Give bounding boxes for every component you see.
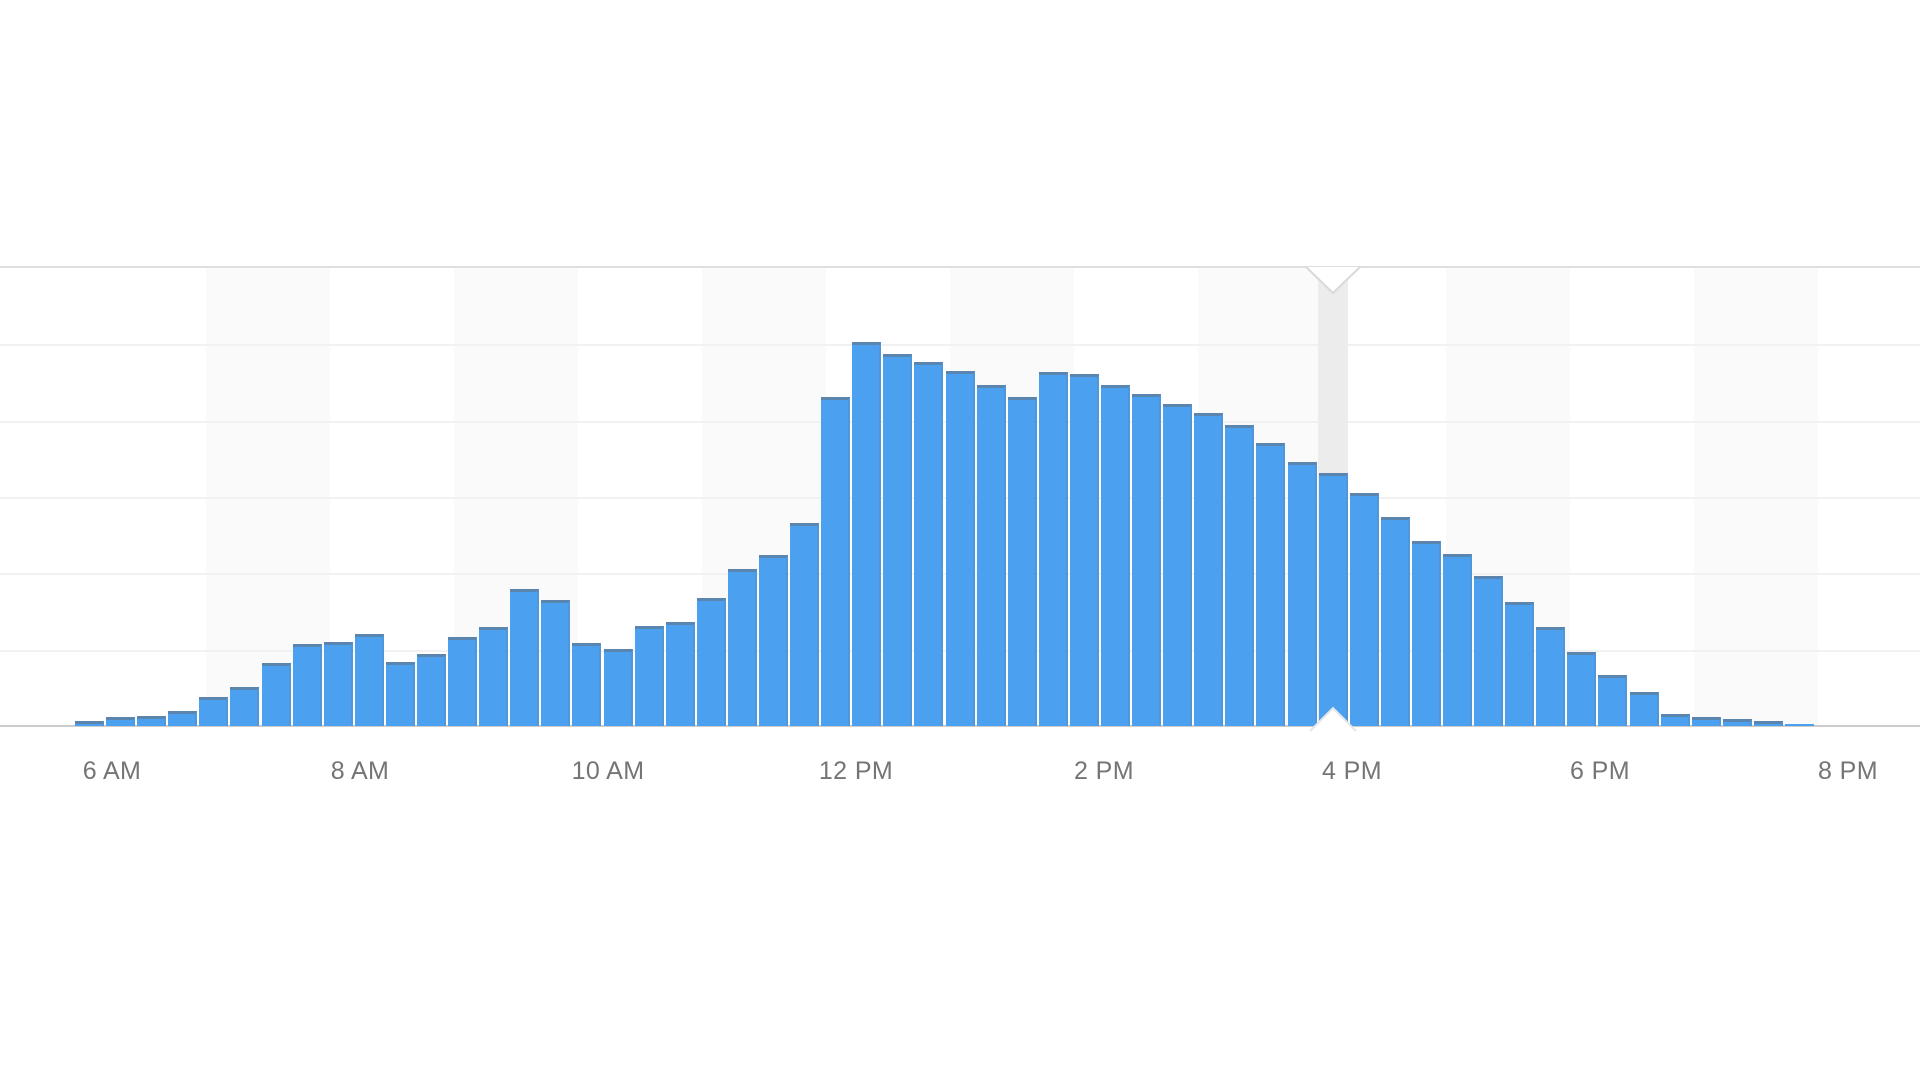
bar[interactable] [666, 622, 695, 726]
bar[interactable] [1474, 576, 1503, 726]
x-axis-label: 8 AM [330, 757, 390, 785]
bar[interactable] [1443, 554, 1472, 726]
bar[interactable] [137, 716, 166, 726]
bar[interactable] [1598, 675, 1627, 726]
bar[interactable] [1039, 372, 1068, 726]
bar[interactable] [1567, 652, 1596, 726]
x-axis-label: 8 PM [1818, 757, 1878, 785]
bar[interactable] [479, 627, 508, 726]
bar[interactable] [448, 637, 477, 726]
bar[interactable] [883, 354, 912, 726]
bar[interactable] [1319, 473, 1348, 726]
bar[interactable] [510, 589, 539, 726]
bar[interactable] [1350, 493, 1379, 726]
bar[interactable] [1288, 462, 1317, 726]
bar[interactable] [1754, 721, 1783, 726]
chart-plot-area [0, 266, 1920, 727]
bar[interactable] [386, 662, 415, 726]
bar[interactable] [1723, 719, 1752, 726]
bar[interactable] [1163, 404, 1192, 726]
bar[interactable] [199, 697, 228, 726]
bar[interactable] [728, 569, 757, 726]
x-axis-label: 6 AM [82, 757, 142, 785]
bar[interactable] [697, 598, 726, 726]
bar[interactable] [1692, 717, 1721, 726]
bar[interactable] [106, 717, 135, 726]
bar[interactable] [821, 397, 850, 726]
x-axis-label: 2 PM [1074, 757, 1134, 785]
x-axis-label: 10 AM [571, 757, 645, 785]
bar[interactable] [75, 721, 104, 726]
bar[interactable] [230, 687, 259, 726]
bar[interactable] [1661, 714, 1690, 726]
bar[interactable] [293, 644, 322, 726]
bar[interactable] [1132, 394, 1161, 726]
bar[interactable] [790, 523, 819, 726]
bar[interactable] [1194, 413, 1223, 726]
bar[interactable] [1536, 627, 1565, 726]
bar[interactable] [1256, 443, 1285, 726]
bar[interactable] [1785, 724, 1814, 726]
x-axis-line [0, 725, 1920, 727]
bar[interactable] [977, 385, 1006, 726]
bar[interactable] [168, 711, 197, 726]
bar[interactable] [324, 642, 353, 726]
bar[interactable] [1630, 692, 1659, 726]
bar[interactable] [1070, 374, 1099, 726]
bar[interactable] [946, 371, 975, 726]
bar[interactable] [1412, 541, 1441, 726]
bar[interactable] [572, 643, 601, 726]
x-axis-label: 6 PM [1570, 757, 1630, 785]
x-axis-label: 4 PM [1322, 757, 1382, 785]
bar[interactable] [1225, 425, 1254, 726]
bar[interactable] [914, 362, 943, 726]
bar[interactable] [1101, 385, 1130, 726]
bar[interactable] [417, 654, 446, 726]
bar[interactable] [852, 342, 881, 726]
bar[interactable] [1008, 397, 1037, 726]
bar[interactable] [635, 626, 664, 726]
bar[interactable] [262, 663, 291, 726]
bar[interactable] [604, 649, 633, 726]
bar[interactable] [541, 600, 570, 726]
gridline [0, 344, 1920, 346]
x-axis-label: 12 PM [818, 757, 894, 785]
bar[interactable] [355, 634, 384, 726]
bar[interactable] [1381, 517, 1410, 726]
bar[interactable] [1505, 602, 1534, 726]
bar[interactable] [759, 555, 788, 726]
plot-top-border [0, 266, 1920, 268]
